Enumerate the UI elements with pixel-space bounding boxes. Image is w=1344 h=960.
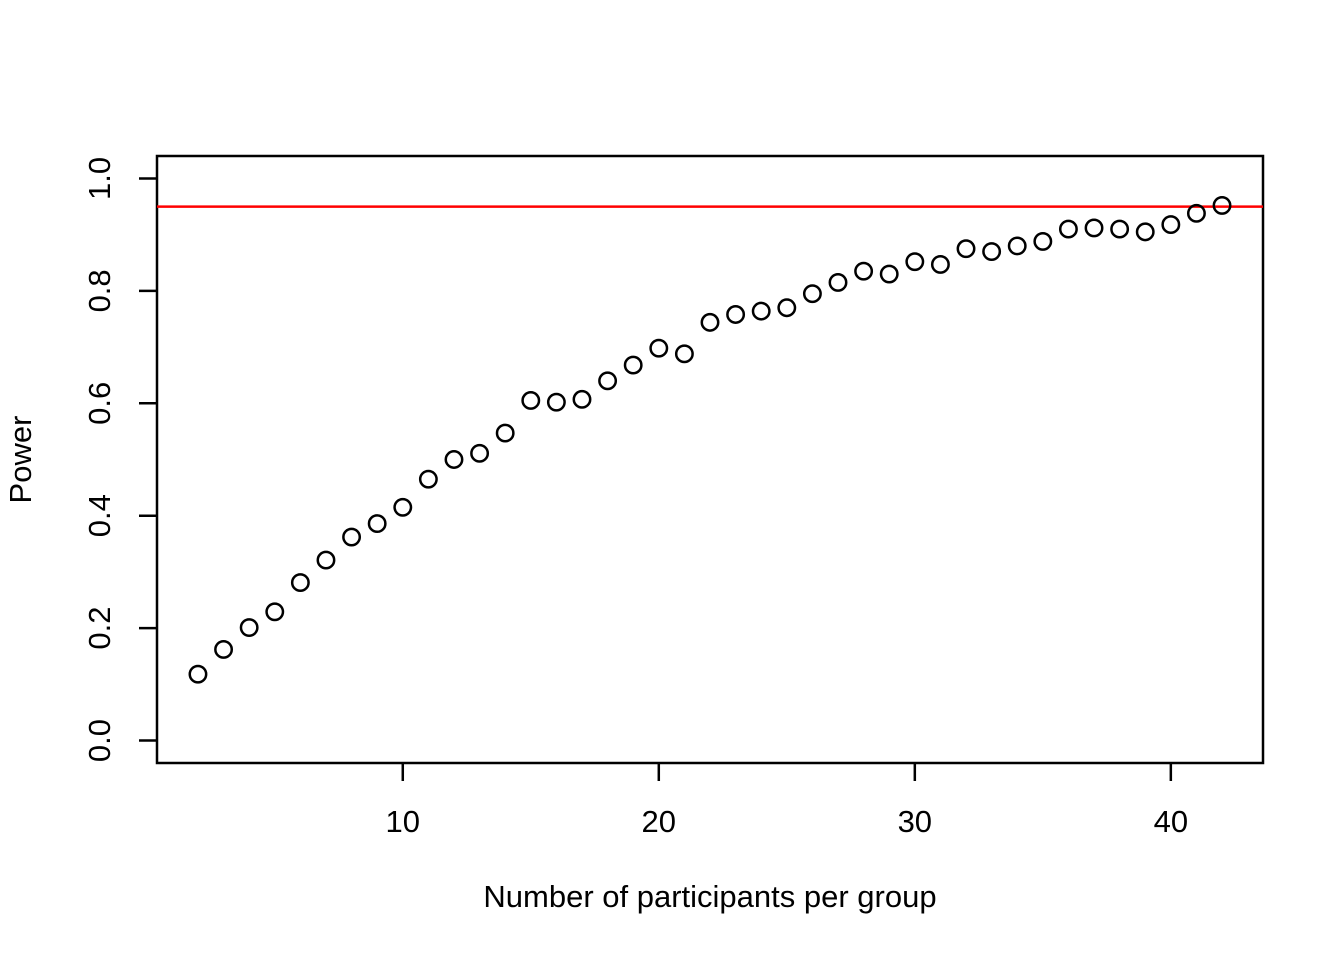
data-point: [265, 602, 285, 622]
data-point: [802, 284, 822, 304]
data-point: [418, 469, 438, 489]
data-point: [623, 355, 643, 375]
y-tick-label: 1.0: [82, 157, 117, 200]
data-point: [342, 527, 362, 547]
data-point: [367, 514, 387, 534]
data-point: [598, 371, 618, 391]
data-point: [777, 298, 797, 318]
y-tick-label: 0.2: [82, 607, 117, 650]
x-tick-label: 10: [386, 804, 420, 839]
data-point: [828, 273, 848, 292]
data-point: [1212, 196, 1232, 215]
y-tick-label: 0.0: [82, 719, 117, 762]
data-point: [1135, 222, 1155, 242]
data-point: [700, 312, 720, 332]
data-point: [521, 391, 541, 410]
x-tick-label: 20: [642, 804, 676, 839]
data-point: [1007, 236, 1027, 256]
data-point: [1058, 219, 1078, 239]
plot-area: 10 20 30 40 0.0 0.2 0.4 0.6 0.8 1.0: [82, 154, 1265, 839]
y-tick-label: 0.6: [82, 382, 117, 425]
data-point: [956, 239, 976, 259]
data-point: [470, 443, 490, 463]
data-point: [982, 242, 1002, 261]
data-point: [495, 423, 515, 443]
plot-box: [155, 154, 1265, 765]
data-point: [879, 264, 899, 284]
data-point: [930, 255, 950, 274]
data-point: [905, 252, 925, 272]
data-point: [1161, 215, 1181, 235]
data-point: [1033, 231, 1053, 251]
x-axis-title: Number of participants per group: [483, 879, 936, 914]
data-point: [393, 497, 413, 517]
data-point: [316, 550, 336, 570]
data-point: [649, 338, 669, 358]
y-axis-title: Power: [3, 416, 38, 504]
data-point: [444, 450, 464, 469]
x-tick-label: 40: [1154, 804, 1188, 839]
data-point: [1186, 203, 1206, 223]
data-point: [572, 389, 592, 409]
y-tick-label: 0.4: [82, 494, 117, 537]
data-point: [214, 640, 234, 659]
data-point: [726, 305, 746, 324]
data-point: [188, 664, 208, 684]
data-point: [1110, 219, 1130, 239]
data-point: [546, 392, 566, 412]
x-tick-label: 30: [898, 804, 932, 839]
data-point: [854, 261, 874, 281]
data-point: [290, 573, 310, 593]
data-point: [751, 301, 771, 321]
data-point: [674, 344, 694, 364]
y-tick-label: 0.8: [82, 269, 117, 312]
data-point: [1084, 218, 1104, 238]
data-point: [239, 618, 259, 637]
